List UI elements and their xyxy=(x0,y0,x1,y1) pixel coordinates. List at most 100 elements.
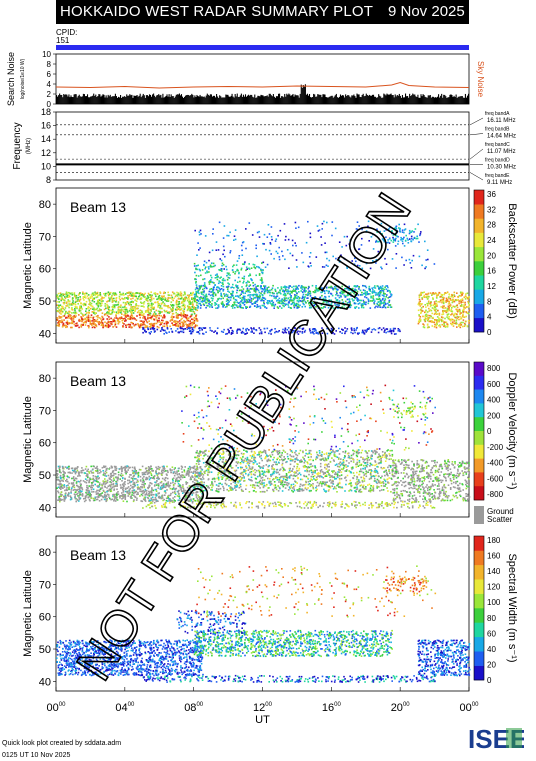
heatmap-cell xyxy=(460,301,462,304)
heatmap-cell xyxy=(156,468,158,470)
heatmap-cell xyxy=(296,292,298,294)
heatmap-cell xyxy=(395,253,398,255)
heatmap-cell xyxy=(361,237,363,240)
heatmap-cell xyxy=(226,294,229,296)
heatmap-cell xyxy=(270,303,273,305)
heatmap-cell xyxy=(150,306,152,309)
heatmap-cell xyxy=(102,483,105,485)
heatmap-cell xyxy=(455,319,458,322)
search-noise-bar xyxy=(61,94,63,104)
heatmap-cell xyxy=(189,324,191,326)
heatmap-cell xyxy=(421,303,423,305)
heatmap-cell xyxy=(194,229,196,232)
heatmap-cell xyxy=(226,305,228,308)
heatmap-cell xyxy=(328,299,330,302)
heatmap-cell xyxy=(344,296,347,298)
heatmap-cell xyxy=(72,300,74,302)
search-noise-bar xyxy=(211,96,214,104)
heatmap-cell xyxy=(220,288,223,290)
heatmap-cell xyxy=(460,321,463,324)
heatmap-cell xyxy=(65,292,68,295)
heatmap-cell xyxy=(383,304,385,307)
heatmap-cell xyxy=(226,272,229,274)
search-noise-bar xyxy=(83,94,85,104)
heatmap-cell xyxy=(368,240,370,242)
heatmap-cell xyxy=(243,262,246,265)
heatmap-cell xyxy=(192,329,195,331)
search-noise-bar xyxy=(141,95,143,104)
search-noise-bar xyxy=(323,94,325,104)
heatmap-cell xyxy=(362,292,365,295)
heatmap-cell xyxy=(427,300,430,303)
heatmap-cell xyxy=(194,297,196,300)
search-noise-bar xyxy=(82,93,84,104)
heatmap-cell xyxy=(327,303,329,305)
heatmap-cell xyxy=(273,257,275,260)
heatmap-cell xyxy=(90,323,93,325)
heatmap-cell xyxy=(205,306,207,309)
heatmap-cell xyxy=(285,299,288,302)
heatmap-cell xyxy=(201,493,204,496)
heatmap-cell xyxy=(437,294,440,296)
heatmap-cell xyxy=(178,320,181,322)
heatmap-cell xyxy=(194,296,196,298)
heatmap-cell xyxy=(434,319,436,322)
heatmap-cell xyxy=(182,328,185,330)
heatmap-cell xyxy=(452,305,455,308)
heatmap-cell xyxy=(296,287,299,290)
heatmap-cell xyxy=(193,312,196,315)
heatmap-cell xyxy=(296,297,298,299)
heatmap-cell xyxy=(114,292,117,295)
heatmap-cell xyxy=(112,326,114,328)
heatmap-cell xyxy=(348,301,350,304)
heatmap-cell xyxy=(248,285,250,287)
heatmap-cell xyxy=(143,496,146,499)
heatmap-cell xyxy=(76,306,78,308)
search-noise-bar xyxy=(338,96,341,104)
heatmap-cell xyxy=(433,308,435,310)
heatmap-cell xyxy=(153,331,156,333)
search-noise-bar xyxy=(421,96,423,104)
search-noise-bar xyxy=(426,97,428,104)
heatmap-cell xyxy=(170,328,172,330)
heatmap-cell xyxy=(329,307,332,309)
heatmap-cell xyxy=(452,322,454,325)
heatmap-cell xyxy=(192,471,195,474)
heatmap-cell xyxy=(140,324,143,327)
heatmap-cell xyxy=(316,290,319,292)
heatmap-cell xyxy=(125,307,128,309)
heatmap-cell xyxy=(352,287,354,290)
frequency-frame xyxy=(55,111,470,181)
heatmap-cell xyxy=(129,324,131,326)
heatmap-cell xyxy=(397,328,400,330)
heatmap-cell xyxy=(468,309,471,312)
heatmap-cell xyxy=(189,330,192,332)
heatmap-cell xyxy=(103,314,106,316)
heatmap-cell xyxy=(289,252,292,255)
heatmap-cell xyxy=(353,302,356,305)
heatmap-cell xyxy=(64,497,67,499)
heatmap-cell xyxy=(321,266,324,268)
heatmap-cell xyxy=(75,477,78,480)
heatmap-cell xyxy=(370,236,373,238)
heatmap-cell xyxy=(184,314,187,316)
heatmap-cell xyxy=(287,290,290,293)
heatmap-cell xyxy=(217,286,220,289)
heatmap-cell xyxy=(289,298,292,301)
heatmap-cell xyxy=(271,328,273,331)
heatmap-cell xyxy=(259,296,261,299)
heatmap-cell xyxy=(410,237,413,240)
heatmap-cell xyxy=(248,329,250,331)
search-noise-bar xyxy=(455,94,457,104)
heatmap-cell xyxy=(313,333,315,335)
heatmap-cell xyxy=(430,301,432,303)
heatmap-cell xyxy=(451,301,454,304)
heatmap-cell xyxy=(380,287,383,289)
heatmap-cell xyxy=(131,306,134,308)
heatmap-cell xyxy=(284,286,286,289)
heatmap-cell xyxy=(107,293,110,295)
heatmap-cell xyxy=(383,295,385,298)
heatmap-cell xyxy=(372,233,374,236)
heatmap-cell xyxy=(364,329,366,332)
heatmap-cell xyxy=(210,291,212,293)
